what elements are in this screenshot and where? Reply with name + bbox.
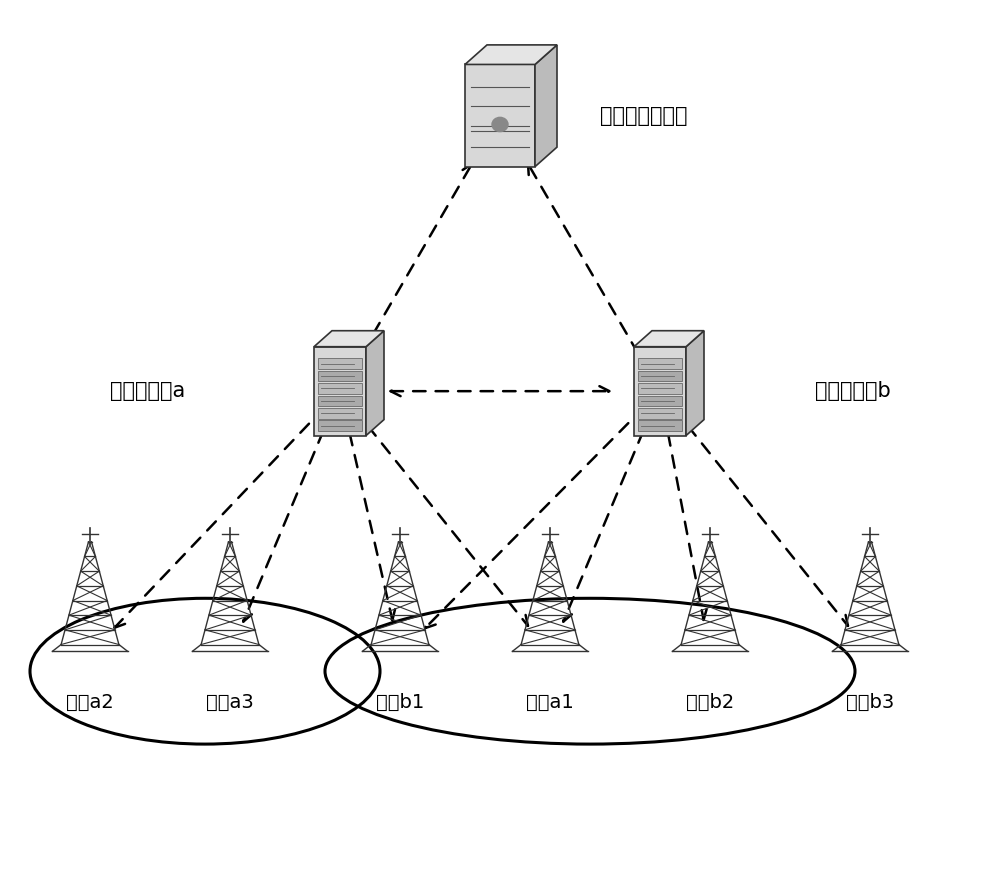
Bar [318, 396, 362, 406]
Text: 基站b2: 基站b2 [686, 693, 734, 712]
Bar [465, 64, 535, 166]
Bar [638, 371, 682, 381]
Bar [318, 420, 362, 431]
Bar [638, 358, 682, 369]
Polygon shape [366, 331, 384, 436]
Bar [318, 371, 362, 381]
Bar [318, 383, 362, 394]
Bar [318, 358, 362, 369]
Bar [634, 347, 686, 436]
Polygon shape [535, 44, 557, 166]
Text: 基站a2: 基站a2 [66, 693, 114, 712]
Polygon shape [465, 44, 557, 64]
Bar [638, 420, 682, 431]
Text: 频谱协调器a: 频谱协调器a [110, 381, 185, 401]
Text: 地理位置数据库: 地理位置数据库 [600, 106, 688, 125]
Text: 基站a1: 基站a1 [526, 693, 574, 712]
Text: 频谱协调器b: 频谱协调器b [815, 381, 891, 401]
Bar [318, 408, 362, 419]
Bar [314, 347, 366, 436]
Text: 基站b1: 基站b1 [376, 693, 424, 712]
Polygon shape [634, 331, 704, 347]
Bar [638, 396, 682, 406]
Text: 基站b3: 基站b3 [846, 693, 894, 712]
Polygon shape [686, 331, 704, 436]
Bar [638, 383, 682, 394]
Bar [638, 408, 682, 419]
Circle shape [492, 117, 508, 132]
Text: 基站a3: 基站a3 [206, 693, 254, 712]
Polygon shape [314, 331, 384, 347]
